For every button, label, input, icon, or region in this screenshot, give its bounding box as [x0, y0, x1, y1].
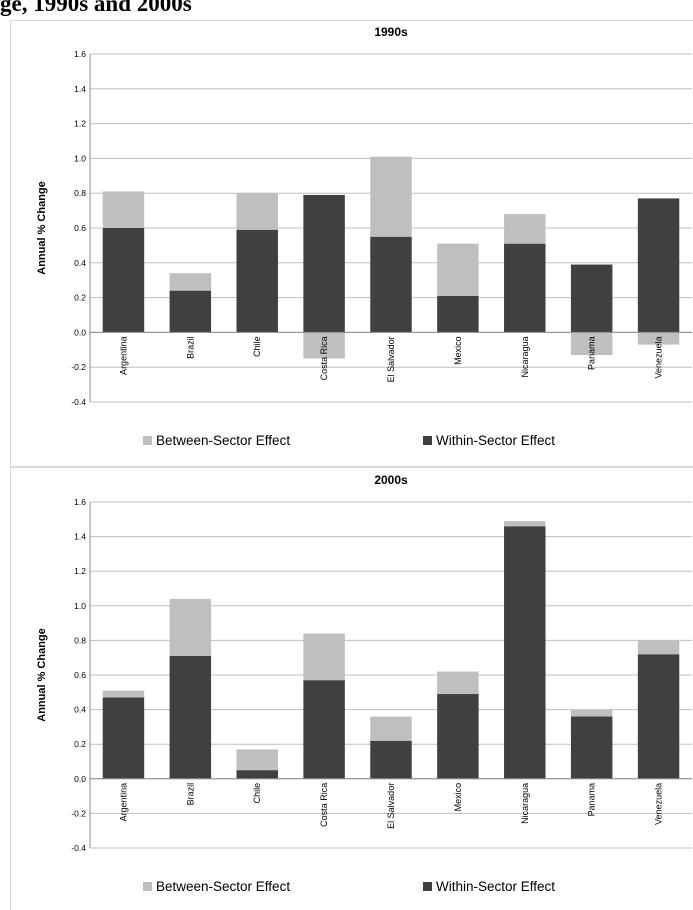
y-tick-label: 0.2 [74, 739, 86, 749]
chart-panel-2000s: 2000s -0.4 -0.2 0.0 0.2 0.4 0.6 0.8 1.0 1.2 1.4 1.6… [10, 467, 693, 910]
page-heading: ge, 1990s and 2000s [0, 0, 192, 16]
bar-within-sector [303, 194, 345, 333]
bar-within-sector [437, 694, 479, 779]
y-tick-label: -0.4 [71, 397, 86, 407]
bar-within-sector [504, 526, 546, 779]
bar-between-sector [637, 332, 680, 345]
chart-title: 1990s [374, 25, 408, 39]
bar-within-sector [102, 697, 145, 779]
bar-within-sector [637, 654, 680, 779]
x-tick-label: Nicaragua [520, 783, 530, 824]
x-tick-label: Venezuela [654, 783, 664, 825]
x-tick-label: Costa Rica [319, 336, 329, 380]
bar-within-sector [570, 264, 613, 333]
bar-within-sector [236, 229, 278, 333]
legend-label-between: Between-Sector Effect [156, 879, 290, 894]
bar-between-sector [370, 156, 412, 237]
legend-swatch-within [423, 882, 432, 891]
bar-within-sector [169, 655, 212, 779]
x-tick-label: Argentina [118, 783, 128, 822]
y-tick-label: 1.6 [74, 49, 86, 59]
y-tick-label: 1.6 [74, 497, 86, 507]
x-tick-label: Venezuela [654, 336, 664, 378]
legend-label-within: Within-Sector Effect [436, 433, 555, 448]
legend-label-between: Between-Sector Effect [156, 433, 290, 448]
y-tick-label: 1.4 [74, 532, 86, 542]
bar-between-sector [169, 273, 212, 291]
y-tick-label: 1.0 [74, 153, 86, 163]
bar-within-sector [370, 740, 412, 779]
x-tick-label: El Salvador [386, 783, 396, 829]
y-tick-label: 0.6 [74, 223, 86, 233]
x-tick-label: Mexico [453, 783, 463, 812]
y-tick-label: 0.6 [74, 670, 86, 680]
bar-within-sector [102, 228, 145, 333]
bar-between-sector [303, 332, 345, 359]
y-tick-label: 1.0 [74, 601, 86, 611]
y-tick-label: 0.8 [74, 188, 86, 198]
bar-within-sector [303, 680, 345, 779]
legend-swatch-between [143, 882, 152, 891]
bar-between-sector [504, 214, 546, 244]
x-tick-label: Nicaragua [520, 336, 530, 377]
y-tick-label: 0.8 [74, 635, 86, 645]
x-tick-label: Chile [252, 783, 262, 804]
bar-between-sector [437, 243, 479, 296]
bar-within-sector [504, 243, 546, 333]
bar-between-sector [370, 716, 412, 741]
y-tick-label: 0.4 [74, 258, 86, 268]
x-tick-label: Chile [252, 336, 262, 357]
x-tick-label: Panama [587, 336, 597, 370]
y-tick-label: 0.4 [74, 705, 86, 715]
y-axis-label: Annual % Change [36, 181, 48, 275]
x-tick-label: Argentina [118, 336, 128, 375]
bar-between-sector [637, 640, 680, 655]
bar-between-sector [102, 191, 145, 228]
bar-between-sector [169, 598, 212, 656]
bar-within-sector [437, 295, 479, 333]
x-tick-label: El Salvador [386, 336, 396, 382]
chart-1990s: 1990s -0.4 -0.2 0.0 0.2 0.4 0.6 0.8 1.0 1.2 1.4 1.6… [36, 25, 692, 448]
chart-title: 2000s [374, 473, 408, 487]
y-tick-label: 0.2 [74, 293, 86, 303]
bar-between-sector [504, 521, 546, 527]
bar-within-sector [637, 198, 680, 333]
y-tick-label: -0.2 [71, 362, 86, 372]
y-tick-label: 0.0 [74, 327, 86, 337]
x-tick-label: Panama [587, 783, 597, 817]
y-tick-label: -0.4 [71, 843, 86, 853]
bar-between-sector [570, 709, 613, 717]
y-axis-label: Annual % Change [36, 628, 48, 722]
x-tick-label: Brazil [185, 783, 195, 806]
y-tick-label: 1.2 [74, 119, 86, 129]
bar-within-sector [370, 236, 412, 333]
x-tick-label: Mexico [453, 336, 463, 365]
y-tick-label: 0.0 [74, 774, 86, 784]
bar-between-sector [102, 690, 145, 698]
x-tick-label: Brazil [185, 336, 195, 359]
y-tick-label: 1.4 [74, 84, 86, 94]
legend-swatch-within [423, 436, 432, 445]
chart-panel-1990s: 1990s -0.4 -0.2 0.0 0.2 0.4 0.6 0.8 1.0 1.2 1.4 1.6… [10, 20, 693, 467]
bar-between-sector [437, 671, 479, 695]
chart-2000s: 2000s -0.4 -0.2 0.0 0.2 0.4 0.6 0.8 1.0 1.2 1.4 1.6… [36, 473, 692, 894]
bar-between-sector [236, 749, 278, 771]
bar-within-sector [169, 290, 212, 333]
bar-between-sector [303, 633, 345, 681]
y-tick-label: -0.2 [71, 808, 86, 818]
bar-within-sector [236, 770, 278, 779]
y-tick-label: 1.2 [74, 566, 86, 576]
legend-label-within: Within-Sector Effect [436, 879, 555, 894]
bar-within-sector [570, 716, 613, 779]
x-tick-label: Costa Rica [319, 783, 329, 827]
legend-swatch-between [143, 436, 152, 445]
bar-between-sector [236, 193, 278, 230]
bar-between-sector [570, 332, 613, 356]
